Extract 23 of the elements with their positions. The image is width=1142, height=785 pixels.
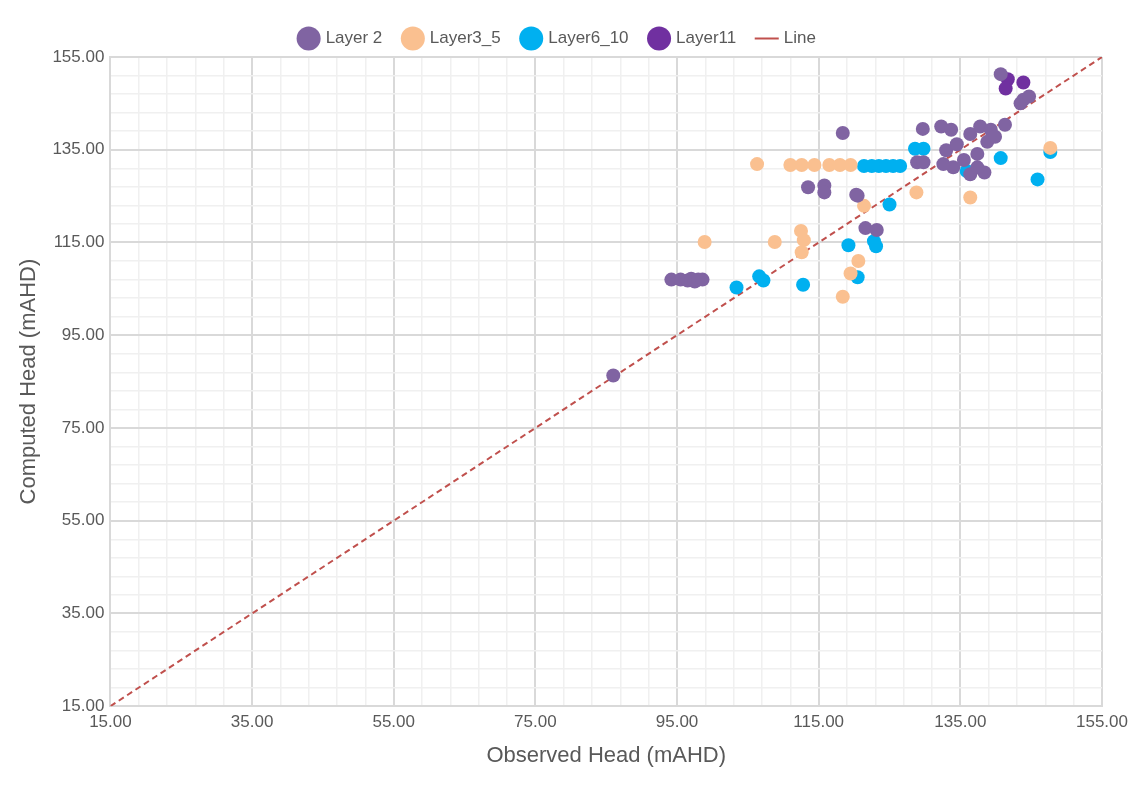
y-tick-label: 35.00	[61, 603, 105, 623]
legend-label: Layer3_5	[429, 28, 501, 48]
x-tick-label: 55.00	[372, 712, 415, 732]
legend-label: Layer11	[676, 28, 737, 48]
y-tick-label: 55.00	[61, 510, 105, 530]
y-tick-label: 135.00	[52, 139, 105, 159]
legend-label: Layer 2	[325, 28, 383, 48]
y-tick-label: 75.00	[61, 417, 105, 437]
y-tick-label: 15.00	[61, 695, 105, 715]
legend-label: Layer6_10	[548, 28, 629, 48]
y-tick-label: 155.00	[52, 46, 105, 66]
x-tick-label: 155.00	[1076, 712, 1128, 732]
y-tick-label: 95.00	[61, 324, 105, 344]
x-tick-label: 115.00	[793, 712, 845, 732]
legend-label: Line	[783, 28, 816, 48]
x-tick-label: 95.00	[655, 712, 699, 732]
x-tick-label: 15.00	[89, 712, 132, 732]
x-tick-label: 35.00	[230, 712, 274, 732]
y-axis-title: Computed Head (mAHD)	[15, 258, 41, 505]
y-tick-label: 115.00	[53, 232, 105, 252]
x-tick-label: 75.00	[514, 712, 557, 732]
x-tick-label: 135.00	[934, 712, 987, 732]
x-axis-title: Observed Head (mAHD)	[486, 741, 727, 767]
